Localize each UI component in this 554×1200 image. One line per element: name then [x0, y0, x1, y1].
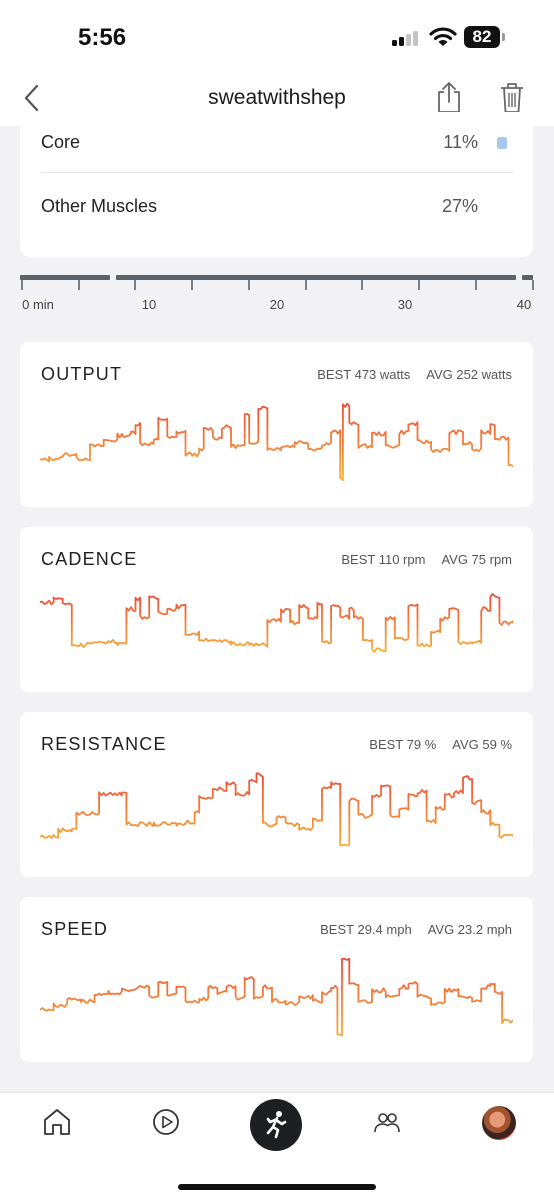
metric-series-line	[40, 957, 513, 1037]
cadence-chart	[40, 593, 513, 653]
resistance-chart	[40, 772, 513, 847]
muscle-groups-card: Core 11% Other Muscles 27%	[20, 112, 533, 257]
home-icon[interactable]	[42, 1107, 72, 1137]
metric-best: BEST 110 rpm	[341, 552, 426, 567]
timeline-tick	[532, 280, 534, 290]
timeline-label: 10	[141, 297, 157, 312]
timeline-segment	[116, 275, 516, 280]
metric-series-line	[40, 402, 513, 482]
timeline-segment	[20, 275, 110, 280]
metric-series-line	[40, 772, 513, 847]
muscle-name: Core	[41, 132, 81, 152]
cadence-card: CADENCE BEST 110 rpm AVG 75 rpm	[20, 527, 533, 692]
metric-title: CADENCE	[41, 549, 138, 569]
running-figure-icon	[266, 1111, 287, 1139]
muscle-bar	[497, 137, 507, 149]
metric-avg: AVG 23.2 mph	[427, 922, 512, 937]
metric-title: RESISTANCE	[41, 734, 167, 754]
metric-avg: AVG 252 watts	[426, 367, 512, 382]
wifi-icon	[429, 27, 457, 46]
class-timeline: 0 min 10 20 30 40	[20, 272, 534, 322]
metric-title: OUTPUT	[41, 364, 123, 384]
speed-card: SPEED BEST 29.4 mph AVG 23.2 mph	[20, 897, 533, 1062]
status-bar: 5:56 82	[0, 0, 554, 70]
timeline-tick	[475, 280, 477, 290]
output-card: OUTPUT BEST 473 watts AVG 252 watts	[20, 342, 533, 507]
back-chevron-icon[interactable]	[18, 82, 48, 114]
metric-best: BEST 473 watts	[317, 367, 411, 382]
muscle-name: Other Muscles	[41, 196, 158, 216]
share-icon[interactable]	[434, 80, 464, 114]
metric-avg: AVG 75 rpm	[441, 552, 512, 567]
metric-stats: BEST 79 % AVG 59 %	[369, 737, 512, 752]
timeline-tick	[21, 280, 23, 290]
timeline-segment	[522, 275, 533, 280]
cellular-signal-icon	[392, 30, 422, 46]
resistance-card: RESISTANCE BEST 79 % AVG 59 %	[20, 712, 533, 877]
timeline-tick	[134, 280, 136, 290]
profile-avatar[interactable]	[482, 1106, 516, 1140]
timeline-tick	[418, 280, 420, 290]
timeline-tick	[361, 280, 363, 290]
timeline-label: 40	[516, 297, 532, 312]
metric-stats: BEST 473 watts AVG 252 watts	[317, 367, 512, 382]
metric-series-line	[40, 593, 513, 653]
muscle-row-core: Core 11%	[41, 132, 513, 153]
timeline-label: 0 min	[22, 297, 54, 312]
metric-best: BEST 79 %	[369, 737, 437, 752]
metric-stats: BEST 29.4 mph AVG 23.2 mph	[320, 922, 512, 937]
status-time: 5:56	[78, 24, 127, 51]
metric-title: SPEED	[41, 919, 109, 939]
muscle-row-other: Other Muscles 27%	[41, 196, 513, 217]
timeline-tick	[191, 280, 193, 290]
battery-tip	[502, 33, 505, 41]
timeline-tick	[78, 280, 80, 290]
play-circle-icon[interactable]	[151, 1107, 181, 1137]
timeline-tick	[305, 280, 307, 290]
timeline-label: 30	[397, 297, 413, 312]
trash-icon[interactable]	[498, 80, 526, 114]
muscle-percent: 11%	[443, 132, 478, 152]
community-icon[interactable]	[372, 1107, 402, 1137]
tab-bar	[0, 1092, 554, 1200]
page-title: sweatwithshep	[208, 86, 346, 109]
metric-avg: AVG 59 %	[452, 737, 512, 752]
output-chart	[40, 402, 513, 482]
speed-chart	[40, 957, 513, 1037]
metric-stats: BEST 110 rpm AVG 75 rpm	[341, 552, 512, 567]
divider	[41, 172, 513, 173]
timeline-tick	[248, 280, 250, 290]
workout-tab-button[interactable]	[250, 1099, 302, 1151]
timeline-label: 20	[269, 297, 285, 312]
home-indicator	[178, 1184, 376, 1190]
battery-indicator: 82	[464, 26, 500, 48]
muscle-percent: 27%	[441, 196, 478, 216]
metric-best: BEST 29.4 mph	[320, 922, 412, 937]
